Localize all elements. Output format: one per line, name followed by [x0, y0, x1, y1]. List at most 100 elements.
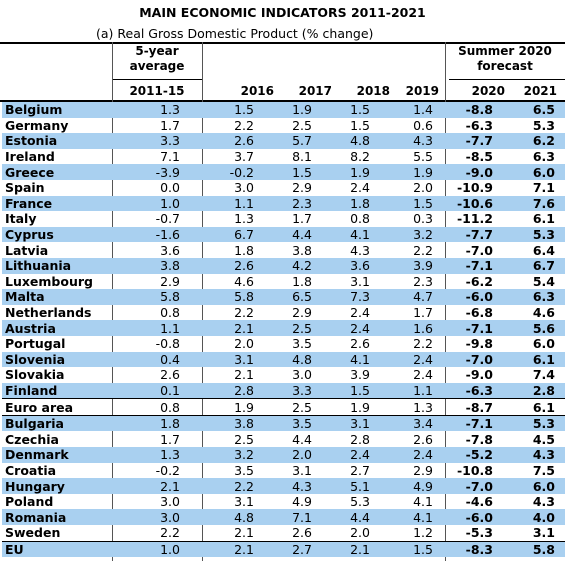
value-cell: 3.2	[380, 226, 443, 243]
value-cell: 3.1	[350, 273, 370, 289]
value-cell: 1.0	[112, 540, 202, 558]
value-cell: 1.6	[380, 320, 443, 336]
value-cell: 2.5	[292, 117, 312, 133]
value-cell: 1.8	[322, 195, 380, 212]
year-header-2011-15: 2011-15	[129, 84, 185, 98]
value-cell: 4.1	[322, 351, 380, 368]
country-cell: Latvia	[5, 242, 49, 258]
value-cell: 3.1	[322, 414, 380, 432]
value-cell: 1.5	[322, 382, 380, 399]
table-row: Romania 3.0 4.8 7.1 4.4 4.1 -6.0 4.0	[2, 509, 565, 526]
value-cell: 3.3	[112, 133, 202, 149]
value-cell: 2.2	[234, 305, 254, 321]
value-cell: 1.9	[380, 164, 443, 180]
table-row: Germany 1.7 2.2 2.5 1.5 0.6 -6.3 5.3	[2, 118, 565, 134]
value-cell: -1.6	[112, 226, 202, 243]
table-row: Belgium 1.3 1.5 1.9 1.5 1.4 -8.8 6.5	[2, 102, 565, 118]
value-cell: 0.4	[112, 351, 202, 368]
value-cell: 6.0	[503, 478, 565, 494]
country-cell: EU	[2, 540, 112, 558]
value-cell: -7.0	[443, 478, 503, 494]
value-cell: 5.4	[532, 273, 555, 289]
country-cell: Portugal	[5, 336, 66, 352]
country-cell: Netherlands	[5, 305, 92, 321]
value-cell: 7.4	[532, 367, 555, 383]
value-cell: -6.8	[465, 305, 493, 321]
value-cell: 3.1	[234, 494, 254, 510]
value-cell: 2.3	[264, 195, 322, 212]
value-cell: 6.7	[503, 257, 565, 274]
year-header-2018: 2018	[356, 84, 390, 98]
value-cell: 2.9	[160, 273, 180, 289]
value-cell: 1.5	[202, 102, 264, 118]
table-row: Slovakia 2.6 2.1 3.0 3.9 2.4 -9.0 7.4	[2, 367, 565, 383]
value-cell: 3.6	[322, 257, 380, 274]
value-cell: 2.6	[413, 431, 433, 447]
value-cell: 2.4	[350, 305, 370, 321]
country-cell: Greece	[2, 164, 112, 180]
table-row: EU 1.0 2.1 2.7 2.1 1.5 -8.3 5.8	[2, 540, 565, 558]
value-cell: 1.1	[202, 195, 264, 212]
value-cell: 5.7	[264, 133, 322, 149]
value-cell: 2.9	[413, 462, 433, 478]
forecast-underline	[449, 79, 565, 80]
value-cell: 2.2	[413, 336, 433, 352]
table-row: Latvia 3.6 1.8 3.8 4.3 2.2 -7.0 6.4	[2, 242, 565, 258]
value-cell: -7.1	[443, 257, 503, 274]
table-row: Sweden 2.2 2.1 2.6 2.0 1.2 -5.3 3.1	[2, 525, 565, 541]
value-cell: 3.1	[292, 462, 312, 478]
value-cell: 0.3	[413, 211, 433, 227]
country-cell: Hungary	[2, 478, 112, 494]
value-cell: 5.3	[350, 494, 370, 510]
table-row: Hungary 2.1 2.2 4.3 5.1 4.9 -7.0 6.0	[2, 478, 565, 494]
table-row: Malta 5.8 5.8 6.5 7.3 4.7 -6.0 6.3	[2, 289, 565, 305]
value-cell: 2.5	[264, 320, 322, 336]
country-cell: Cyprus	[2, 226, 112, 243]
value-cell: 3.1	[532, 525, 555, 541]
value-cell: 2.6	[292, 525, 312, 541]
value-cell: 1.5	[350, 117, 370, 133]
value-cell: 7.3	[322, 289, 380, 305]
value-cell: 2.8	[503, 382, 565, 399]
value-cell: 6.0	[503, 164, 565, 180]
value-cell: -7.0	[465, 242, 493, 258]
table-row: Austria 1.1 2.1 2.5 2.4 1.6 -7.1 5.6	[2, 320, 565, 336]
table-row: Luxembourg 2.9 4.6 1.8 3.1 2.3 -6.2 5.4	[2, 274, 565, 290]
value-cell: 3.0	[292, 367, 312, 383]
value-cell: 4.3	[503, 447, 565, 463]
value-cell: 2.6	[160, 367, 180, 383]
country-cell: Poland	[5, 494, 54, 510]
value-cell: 4.1	[380, 509, 443, 526]
value-cell: 2.4	[350, 180, 370, 196]
table-row: Bulgaria 1.8 3.8 3.5 3.1 3.4 -7.1 5.3	[2, 414, 565, 432]
value-cell: 7.1	[160, 149, 180, 165]
table-row: Slovenia 0.4 3.1 4.8 4.1 2.4 -7.0 6.1	[2, 351, 565, 368]
value-cell: 1.8	[112, 414, 202, 432]
value-cell: 6.1	[503, 398, 565, 416]
value-cell: -3.9	[112, 164, 202, 180]
table-row: Croatia -0.2 3.5 3.1 2.7 2.9 -10.8 7.5	[2, 463, 565, 479]
country-cell: Germany	[5, 117, 69, 133]
table-row: Spain 0.0 3.0 2.9 2.4 2.0 -10.9 7.1	[2, 180, 565, 196]
value-cell: -7.7	[443, 133, 503, 149]
value-cell: -6.3	[443, 382, 503, 399]
value-cell: 4.7	[380, 289, 443, 305]
value-cell: 4.1	[322, 226, 380, 243]
value-cell: 2.0	[413, 180, 433, 196]
value-cell: 1.5	[380, 540, 443, 558]
value-cell: 2.0	[350, 525, 370, 541]
country-cell: Spain	[5, 180, 45, 196]
value-cell: 2.8	[350, 431, 370, 447]
value-cell: 3.8	[112, 257, 202, 274]
country-cell: Romania	[2, 509, 112, 526]
table-row: Italy -0.7 1.3 1.7 0.8 0.3 -11.2 6.1	[2, 211, 565, 227]
value-cell: 5.6	[503, 320, 565, 336]
page-title: MAIN ECONOMIC INDICATORS 2011-2021	[139, 5, 426, 20]
value-cell: 6.7	[202, 226, 264, 243]
value-cell: 5.3	[532, 117, 555, 133]
value-cell: 2.2	[234, 117, 254, 133]
value-cell: 6.3	[532, 149, 555, 165]
value-cell: 1.5	[380, 195, 443, 212]
value-cell: 5.3	[503, 226, 565, 243]
table-row: Estonia 3.3 2.6 5.7 4.8 4.3 -7.7 6.2	[2, 133, 565, 149]
